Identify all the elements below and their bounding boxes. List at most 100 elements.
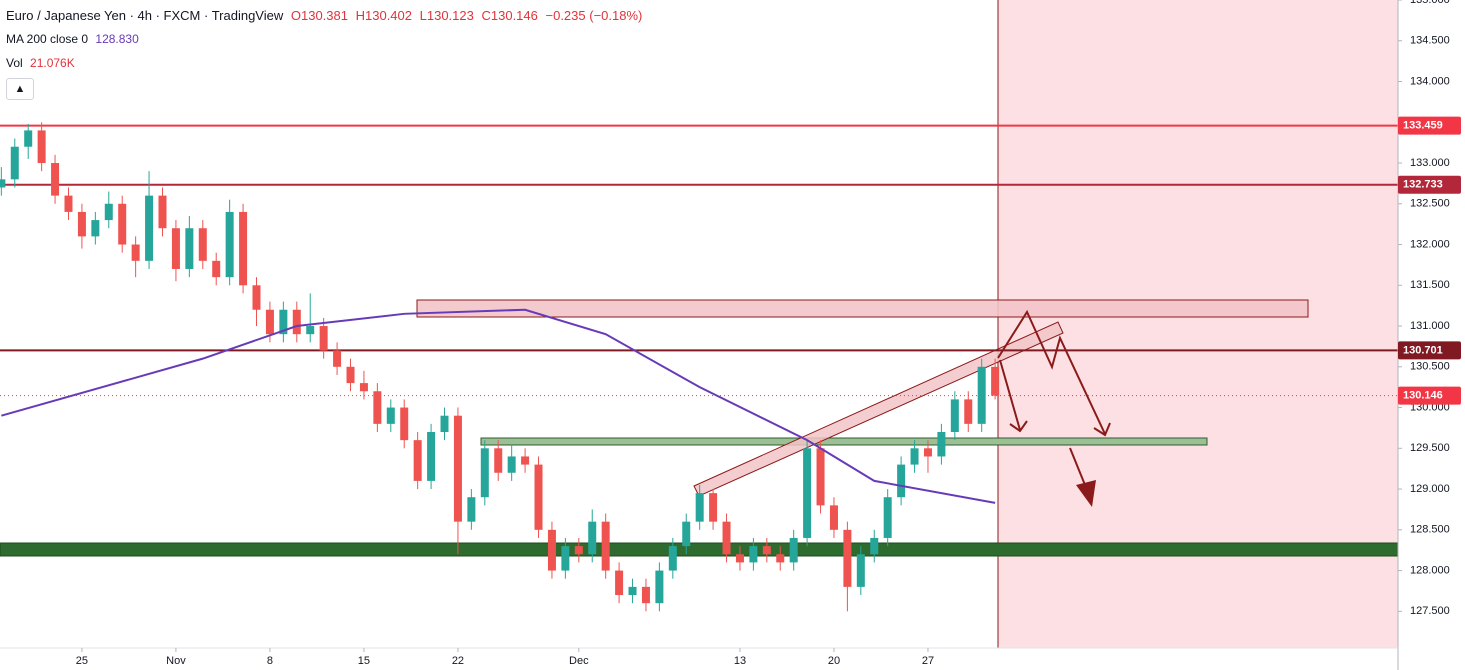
- candle-body: [91, 220, 100, 237]
- collapse-button[interactable]: ▲: [6, 78, 34, 100]
- candle-body: [104, 203, 113, 221]
- y-tick-label: 128.500: [1410, 524, 1450, 536]
- candle-body: [37, 130, 46, 164]
- candle-body: [359, 383, 368, 392]
- y-tick-label: 132.000: [1410, 238, 1450, 250]
- candle-body: [467, 497, 476, 522]
- candle-body: [910, 448, 919, 465]
- candle-body: [77, 211, 86, 237]
- y-tick-label: 131.500: [1410, 279, 1450, 291]
- price-tag: [1398, 116, 1461, 135]
- future-zone: [998, 0, 1398, 648]
- ma-name: MA 200 close 0: [6, 32, 89, 46]
- candle-body: [118, 203, 127, 245]
- x-tick-label: Nov: [166, 655, 186, 667]
- candle-body: [346, 366, 355, 384]
- y-tick-label: 133.000: [1410, 157, 1450, 169]
- candle-body: [991, 366, 1000, 396]
- y-tick-label: 134.000: [1410, 75, 1450, 87]
- price-tag-label: 132.733: [1403, 179, 1443, 191]
- candle-body: [547, 529, 556, 571]
- candle-body: [386, 407, 395, 424]
- candle-body: [816, 448, 825, 506]
- vol-legend: Vol 21.076K: [6, 56, 79, 70]
- candle-body: [212, 260, 221, 278]
- arrows: [997, 309, 1111, 486]
- candle-body: [950, 399, 959, 432]
- candle-body: [829, 505, 838, 530]
- y-tick-label: 132.500: [1410, 198, 1450, 210]
- candle-body: [158, 195, 167, 229]
- x-tick-label: 25: [76, 655, 88, 667]
- candle-body: [615, 570, 624, 596]
- price-tag-label: 130.701: [1403, 344, 1443, 356]
- support-zone: [0, 542, 1399, 557]
- high: H130.402: [355, 8, 412, 23]
- trend-channel: [693, 321, 1064, 497]
- symbol-legend: Euro / Japanese Yen · 4h · FXCM · Tradin…: [6, 8, 646, 23]
- candle-body: [24, 130, 33, 147]
- candle-body: [709, 493, 718, 522]
- arrow: [997, 309, 1106, 435]
- candle-body: [252, 285, 261, 310]
- ma-value: 128.830: [95, 32, 139, 46]
- candle-body: [655, 570, 664, 604]
- candle-body: [937, 432, 946, 457]
- x-tick-label: Dec: [569, 655, 589, 667]
- vol-value: 21.076K: [30, 56, 75, 70]
- arrow-head: [1076, 480, 1096, 507]
- candle-body: [789, 537, 798, 563]
- y-tick-label: 129.000: [1410, 483, 1450, 495]
- candle-body: [561, 546, 570, 571]
- arrow: [1069, 447, 1086, 486]
- candle-body: [668, 546, 677, 571]
- candle-body: [494, 448, 503, 473]
- candle-body: [10, 146, 19, 180]
- candle-body: [588, 521, 597, 555]
- candle-body: [883, 497, 892, 538]
- candle-body: [682, 521, 691, 547]
- candle-body: [574, 546, 583, 555]
- candle-body: [292, 309, 301, 335]
- x-tick-label: 27: [922, 655, 934, 667]
- candle-body: [198, 228, 207, 261]
- candle-body: [534, 464, 543, 530]
- candle-body: [373, 391, 382, 424]
- price-tag: [1398, 175, 1461, 194]
- candle-body: [843, 529, 852, 587]
- candle-body: [977, 366, 986, 424]
- candle-body: [265, 309, 274, 335]
- candle-body: [964, 399, 973, 424]
- candle-body: [145, 195, 154, 261]
- candle-body: [319, 326, 328, 351]
- arrow: [999, 359, 1021, 431]
- candle-body: [507, 456, 516, 473]
- candle-body: [225, 211, 234, 278]
- price-tag-label: 130.146: [1403, 390, 1443, 402]
- candle-body: [856, 554, 865, 587]
- candle-body: [897, 464, 906, 498]
- y-tick-label: 134.500: [1410, 35, 1450, 47]
- candle-body: [306, 326, 315, 335]
- candle-body: [803, 448, 812, 538]
- y-tick-label: 129.500: [1410, 442, 1450, 454]
- x-tick-label: 22: [452, 655, 464, 667]
- candle-body: [171, 228, 180, 269]
- candle-body: [185, 228, 194, 269]
- candle-body: [400, 407, 409, 441]
- candle-body: [239, 211, 248, 286]
- candle-body: [64, 195, 73, 212]
- price-tag: [1398, 341, 1461, 360]
- candle-body: [601, 521, 610, 571]
- candle-body: [628, 586, 637, 596]
- candle-body: [279, 309, 288, 335]
- y-tick-label: 128.000: [1410, 564, 1450, 576]
- x-tick-label: 15: [358, 655, 370, 667]
- candle-body: [776, 554, 785, 563]
- moving-average: [1, 308, 996, 504]
- resistance-zone: [416, 299, 1309, 318]
- support-zone: [480, 437, 1208, 446]
- candle-body: [641, 586, 650, 604]
- candle-body: [735, 554, 744, 563]
